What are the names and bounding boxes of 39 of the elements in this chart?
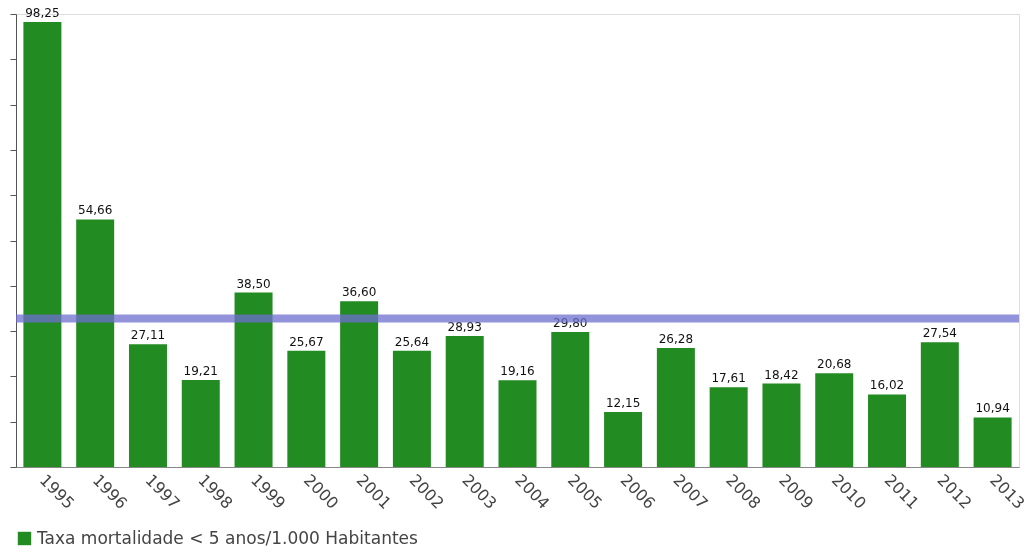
bar [340,301,379,467]
bar [234,292,273,467]
data-label: 17,61 [711,371,746,386]
data-label: 19,21 [183,363,218,378]
bar [181,379,220,467]
bar [445,335,484,467]
bar [128,344,167,467]
bar [868,394,907,467]
bar [498,380,537,467]
bar [392,350,431,467]
data-label: 27,11 [130,328,166,343]
bar [762,383,801,467]
bar [23,21,62,467]
bar [709,387,748,467]
data-label: 28,93 [447,319,482,334]
data-label: 20,68 [817,357,852,372]
bar [656,347,695,467]
data-label: 29,80 [553,316,588,331]
data-label: 54,66 [78,203,113,218]
data-label: 16,02 [869,378,905,393]
data-label: 19,16 [500,364,535,379]
bar [920,342,959,467]
bar [815,373,854,467]
data-label: 27,54 [922,326,957,341]
legend-label: Taxa mortalidade < 5 anos/1.000 Habitantes [36,527,419,548]
data-label: 98,25 [25,5,60,20]
data-label: 25,67 [289,334,324,349]
bar [287,350,326,467]
data-label: 38,50 [236,276,271,291]
bar [551,332,590,467]
data-label: 36,60 [341,285,377,300]
data-label: 25,64 [394,334,430,349]
data-label: 26,28 [658,331,694,346]
bar [76,219,115,467]
bar [604,411,643,467]
data-label: 18,42 [764,367,799,382]
data-label: 10,94 [975,401,1010,416]
bar [973,417,1012,467]
data-label: 12,15 [605,395,641,410]
